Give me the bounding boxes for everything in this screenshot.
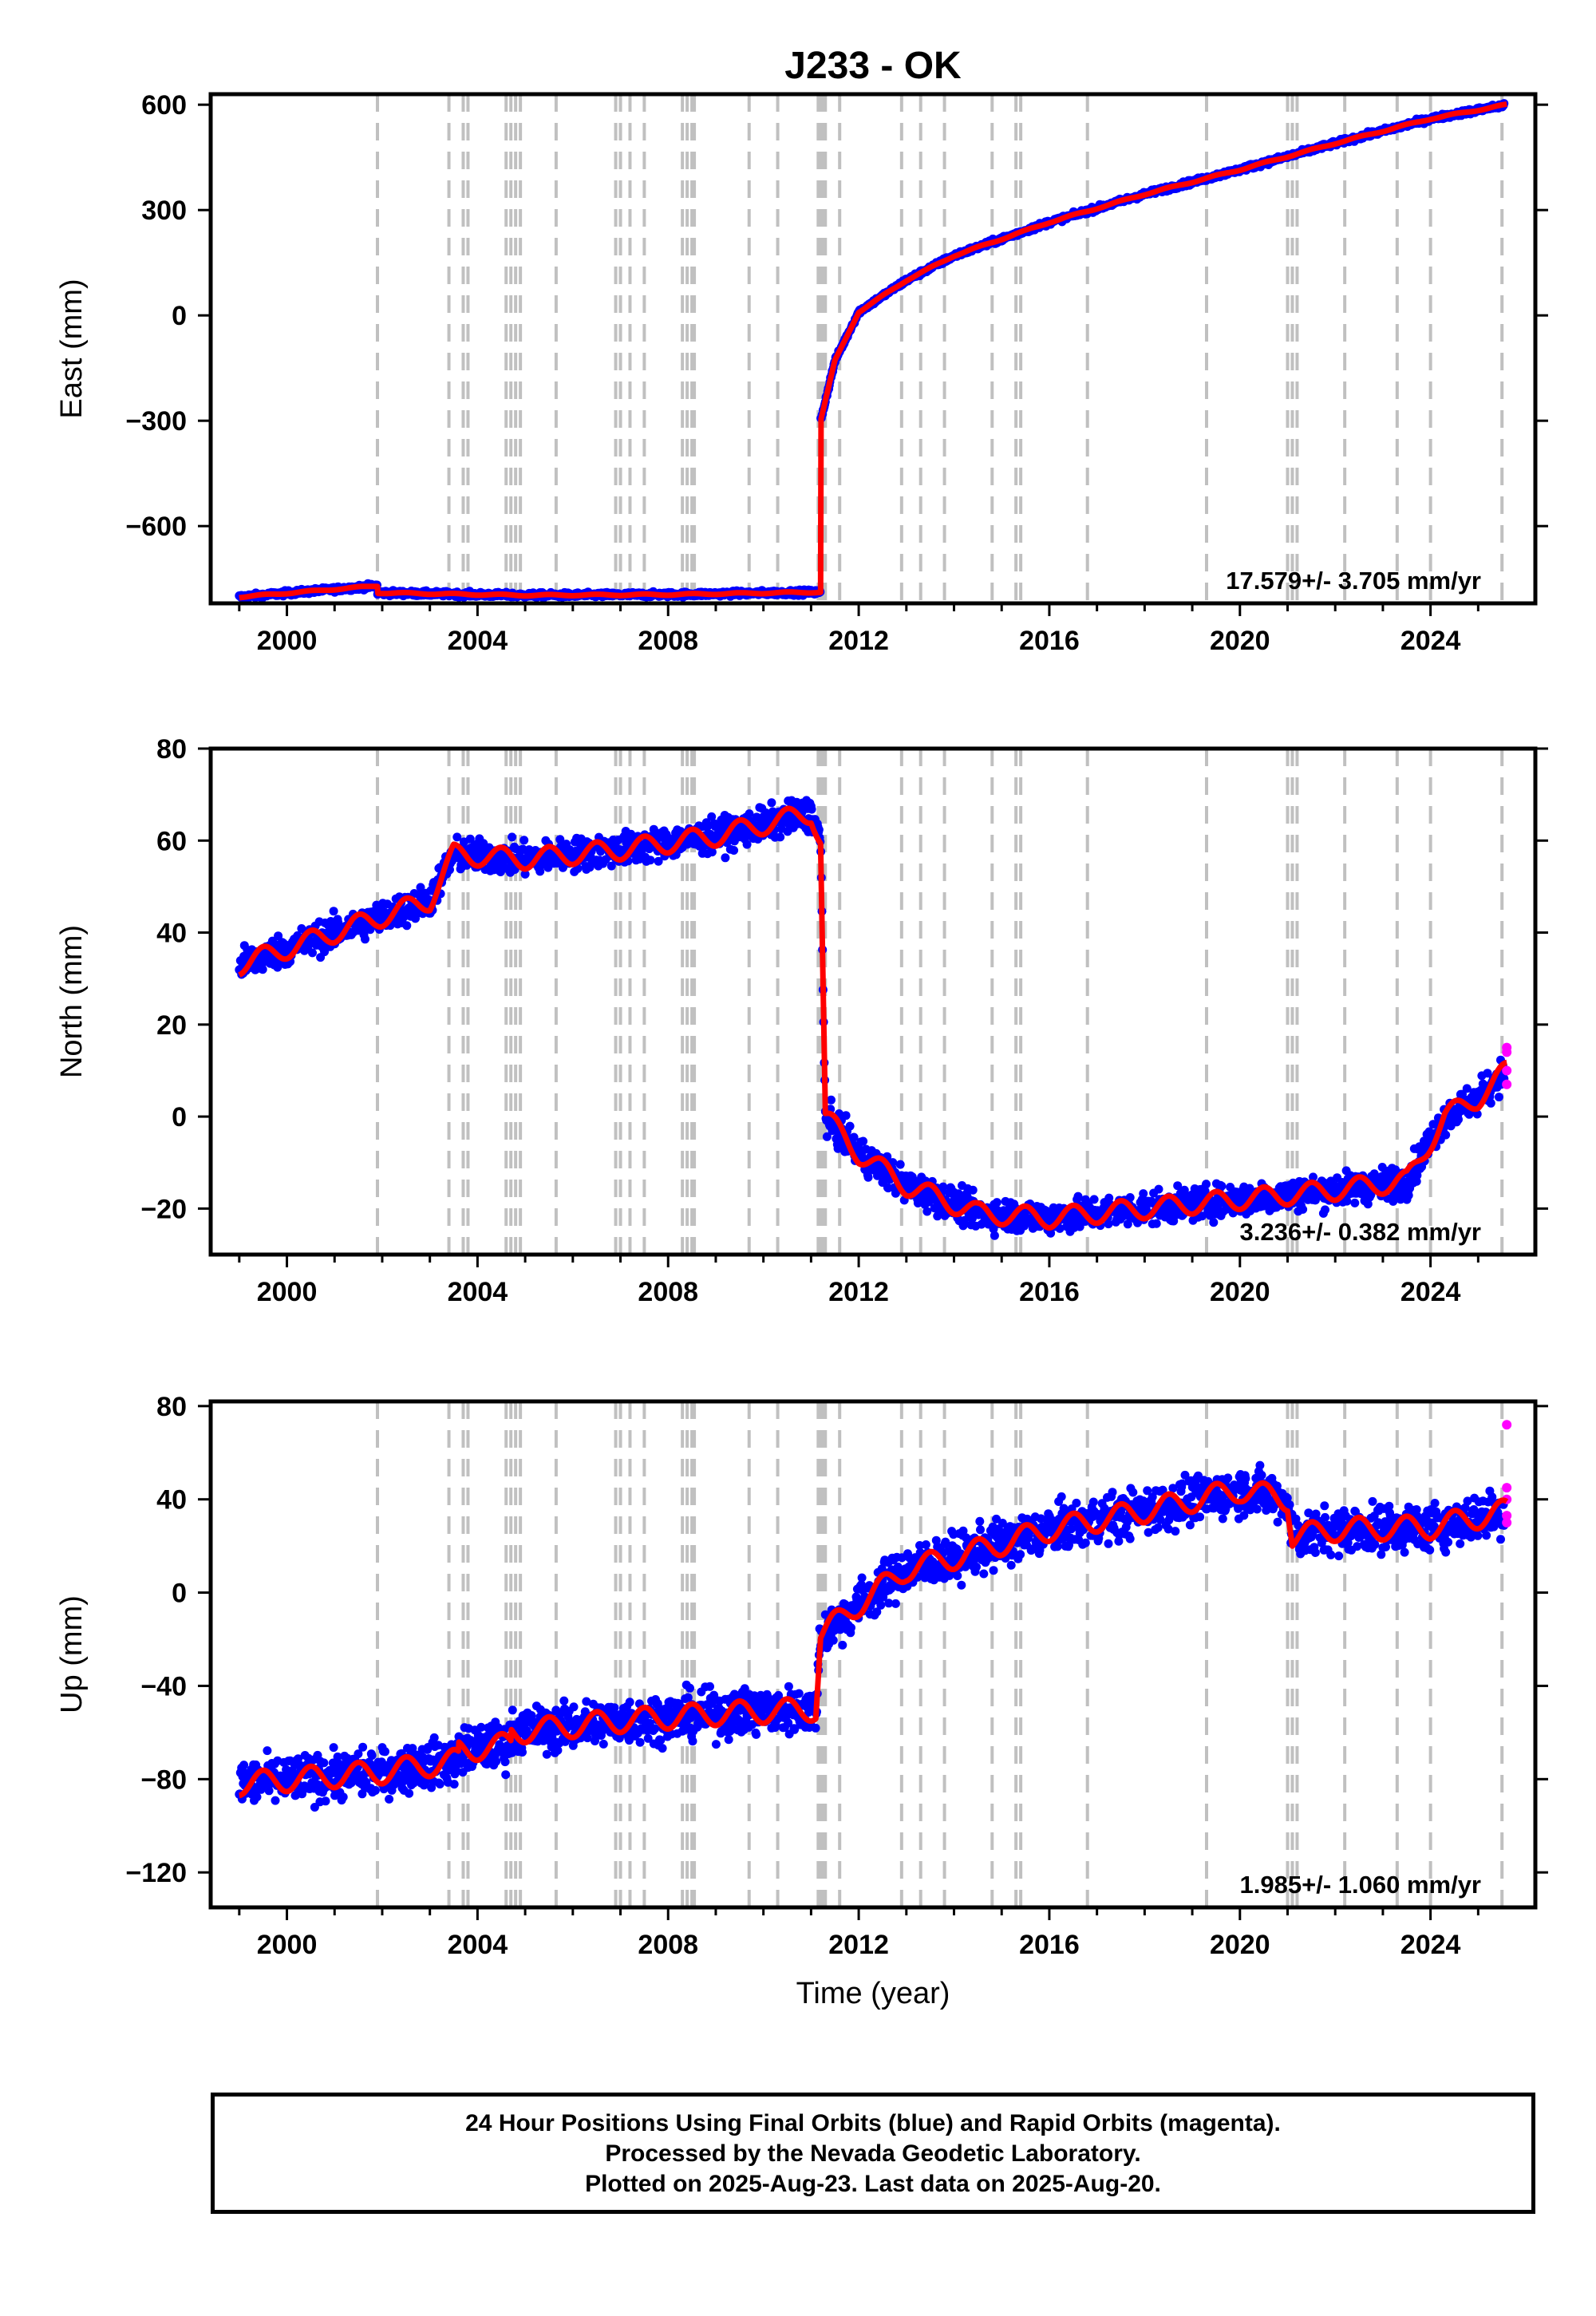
final-orbit-point: [992, 1198, 1001, 1207]
final-orbit-point: [1494, 1093, 1503, 1102]
x-tick-label: 2000: [257, 626, 318, 656]
final-orbit-point: [729, 846, 739, 855]
final-orbit-point: [721, 853, 730, 863]
panel-east: −600 −300 0 300 600 2000 2004 2008 2012 2016 2020 2…: [55, 90, 1548, 656]
final-orbit-point: [338, 1792, 348, 1802]
x-tick-label: 2008: [638, 626, 698, 656]
final-orbit-point: [367, 1751, 377, 1761]
final-orbit-point: [519, 836, 529, 845]
x-tick-label: 2024: [1400, 626, 1461, 656]
y-tick-label: 0: [172, 1102, 187, 1132]
y-tick-label: 40: [156, 919, 187, 949]
final-orbit-point: [841, 1111, 851, 1120]
y-tick-label: −600: [125, 512, 187, 542]
y-axis-label: North (mm): [55, 925, 89, 1078]
final-orbit-point: [776, 832, 785, 842]
final-orbit-point: [239, 1761, 249, 1770]
final-orbit-point: [321, 1796, 330, 1806]
final-orbit-point: [381, 1747, 389, 1757]
final-orbit-point: [405, 1788, 414, 1798]
x-tick-label: 2012: [828, 626, 889, 656]
model-line: [236, 101, 1510, 601]
final-orbit-point: [863, 1172, 873, 1182]
y-tick-label: −300: [125, 406, 187, 437]
final-orbit-point: [968, 1185, 978, 1195]
final-orbit-point: [1321, 1205, 1329, 1215]
final-orbit-point: [1139, 1189, 1148, 1199]
final-orbit-point: [938, 1182, 948, 1192]
final-orbit-point: [827, 1095, 836, 1105]
final-orbit-point: [1202, 1180, 1211, 1189]
x-tick-label: 2016: [1019, 626, 1080, 656]
final-orbit-point: [895, 1160, 905, 1169]
final-orbit-point: [370, 1786, 380, 1795]
final-orbit-point: [1154, 1184, 1163, 1194]
final-orbit-point: [329, 1743, 338, 1753]
y-tick-label: 0: [172, 301, 187, 331]
final-orbit-point: [1350, 1198, 1360, 1207]
panel-north: −20 0 20 40 60 80 2000 2004 2008 2012 2016 2020 2024…: [55, 734, 1548, 1307]
final-orbit-point: [1209, 1218, 1219, 1227]
final-orbit-point: [1089, 1195, 1099, 1204]
x-tick-label: 2012: [828, 1277, 889, 1307]
final-orbit-point: [859, 1136, 868, 1146]
final-orbit-point: [845, 1121, 855, 1131]
final-orbit-point: [385, 1794, 394, 1804]
final-orbit-point: [807, 804, 816, 814]
final-orbit-point: [1486, 1098, 1495, 1108]
final-orbit-point: [271, 1796, 280, 1805]
final-orbit-point: [252, 1792, 262, 1802]
final-orbit-points: [235, 99, 1509, 603]
final-orbit-point: [1298, 1204, 1308, 1214]
x-tick-label: 2020: [1210, 1277, 1270, 1307]
final-orbit-point: [402, 921, 412, 931]
final-orbit-point: [1152, 1219, 1161, 1228]
x-tick-label: 2004: [448, 1277, 508, 1307]
y-tick-label: −20: [140, 1194, 187, 1224]
final-orbit-point: [319, 1758, 329, 1768]
y-axis-label: East (mm): [55, 279, 89, 418]
final-orbit-point: [646, 856, 655, 865]
final-orbit-point: [329, 907, 338, 916]
final-orbit-points: [235, 796, 1509, 1240]
final-orbit-point: [1123, 1219, 1132, 1229]
y-tick-label: 80: [156, 734, 187, 765]
final-orbit-point: [508, 832, 517, 842]
final-orbit-point: [1441, 1130, 1451, 1140]
final-orbit-point: [258, 965, 267, 974]
y-tick-label: 600: [141, 90, 187, 121]
chart-title: J233 - OK: [784, 45, 962, 87]
final-orbit-point: [263, 1746, 272, 1756]
rapid-orbit-point: [1502, 1042, 1512, 1053]
y-tick-label: 60: [156, 826, 187, 856]
final-orbit-point: [767, 798, 776, 808]
x-tick-label: 2024: [1400, 1277, 1461, 1307]
x-tick-label: 2020: [1210, 626, 1270, 656]
final-orbit-point: [1454, 1115, 1463, 1124]
x-tick-label: 2016: [1019, 1277, 1080, 1307]
rate-label: 3.236+/- 0.382 mm/yr: [1240, 1218, 1481, 1246]
final-orbit-point: [358, 1742, 368, 1752]
final-orbit-point: [990, 1231, 999, 1240]
final-orbit-point: [361, 935, 369, 944]
x-tick-label: 2000: [257, 1277, 318, 1307]
final-orbit-point: [308, 948, 317, 958]
x-tick-label: 2008: [638, 1277, 698, 1307]
plot-frame: [208, 92, 1538, 606]
rate-label: 17.579+/- 3.705 mm/yr: [1226, 567, 1481, 595]
y-tick-label: 300: [141, 196, 187, 226]
y-tick-label: 20: [156, 1010, 187, 1041]
rapid-orbit-point: [1502, 1079, 1512, 1089]
final-orbit-points: [235, 1460, 1509, 1812]
x-tick-label: 2004: [448, 626, 508, 656]
